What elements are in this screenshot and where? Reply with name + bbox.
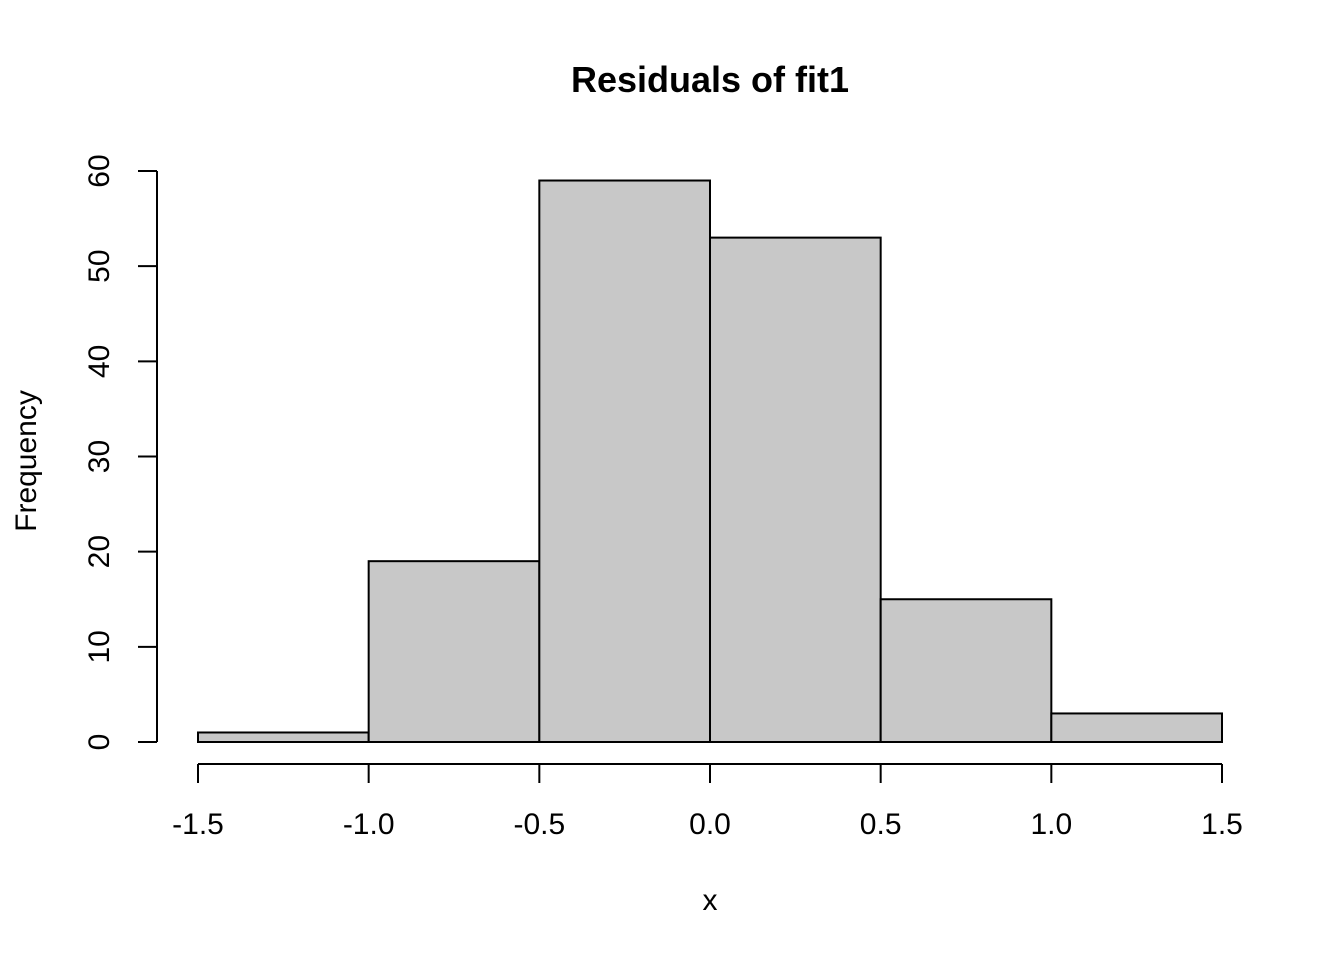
histogram-bar-2 [538,179,711,743]
x-tick-label-0: -1.5 [172,808,224,841]
y-tick-label-6: 60 [83,154,116,187]
y-tick-label-1: 10 [83,630,116,663]
y-tick-label-2: 20 [83,535,116,568]
chart-title: Residuals of fit1 [571,59,849,100]
y-tick-label-4: 40 [83,345,116,378]
histogram-bar-3 [709,236,882,743]
x-tick-label-6: 1.5 [1201,808,1243,841]
y-tick-label-0: 0 [83,734,116,751]
histogram-bar-1 [367,560,541,744]
x-axis: -1.5 -1.0 -0.5 0.0 0.5 1.0 1.5 [172,763,1243,841]
x-tick-label-4: 0.5 [860,808,902,841]
x-tick-label-5: 1.0 [1030,808,1072,841]
histogram-bar-0 [197,731,370,744]
histogram-bar-5 [1050,712,1224,744]
y-axis-label: Frequency [10,390,43,532]
y-axis: 0 10 20 30 40 50 60 [83,154,158,751]
bars-group [197,179,1224,744]
y-tick-label-5: 50 [83,249,116,282]
x-tick-label-2: -0.5 [513,808,565,841]
x-tick-label-1: -1.0 [343,808,395,841]
x-tick-label-3: 0.0 [689,808,731,841]
histogram-bar-4 [879,598,1053,743]
x-axis-label: x [703,884,718,917]
y-tick-label-3: 30 [83,440,116,473]
